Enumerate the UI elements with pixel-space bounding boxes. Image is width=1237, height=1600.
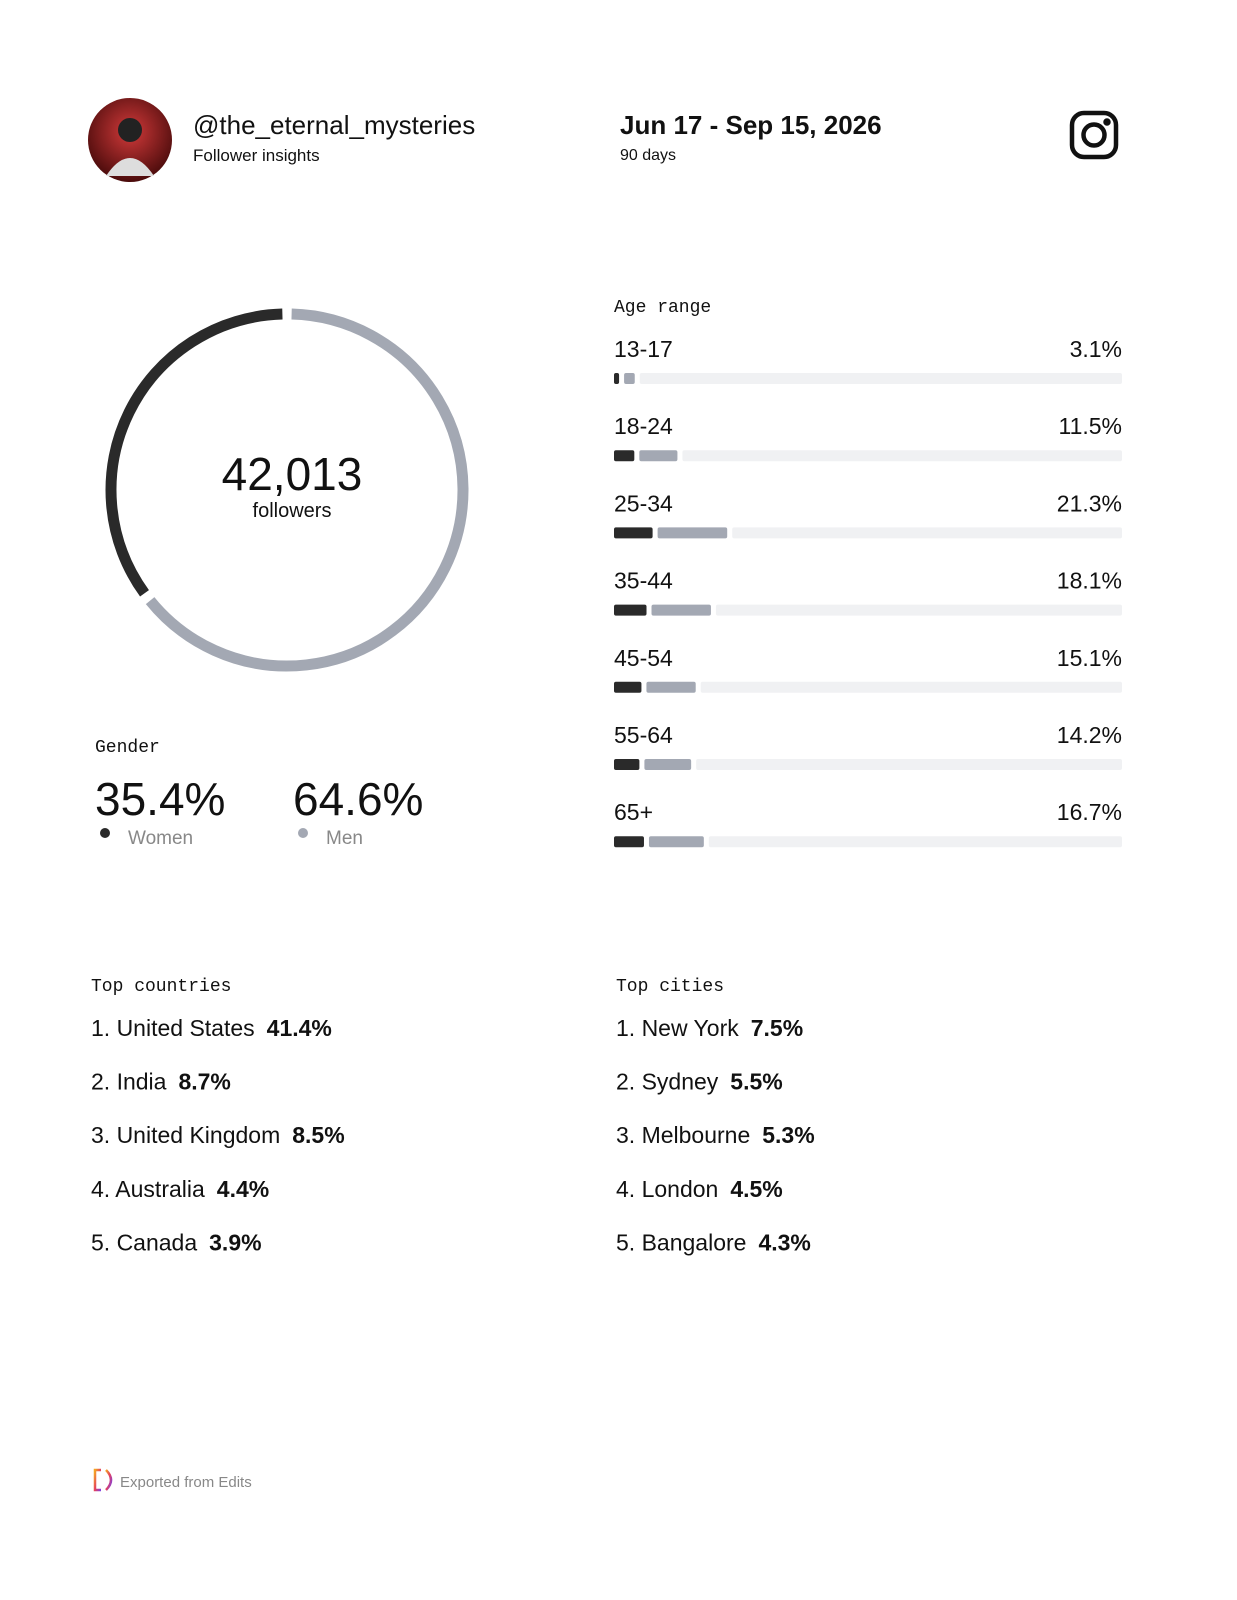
age-label: 25-34: [614, 490, 673, 516]
age-bar-segment: [657, 527, 728, 539]
age-bar-segment: [646, 681, 696, 693]
list-label: 3. Melbourne: [616, 1122, 750, 1148]
list-share: 41.4%: [267, 1015, 332, 1041]
age-value: 11.5%: [1058, 413, 1122, 439]
list-label: 4. London: [616, 1176, 718, 1202]
age-bar-segment: [614, 450, 635, 462]
donut-segment: [145, 308, 469, 672]
age-value: 15.1%: [1057, 645, 1122, 671]
list-label: 1. United States: [91, 1015, 255, 1041]
gender-value: 64.6%: [293, 773, 423, 825]
list-row: 1. United States 41.4%: [91, 1015, 332, 1041]
list-share: 5.3%: [762, 1122, 814, 1148]
age-bar-segment: [624, 373, 635, 384]
age-label: 65+: [614, 799, 653, 825]
follower-label: followers: [253, 500, 332, 522]
age-value: 14.2%: [1057, 722, 1122, 748]
age-value: 18.1%: [1057, 568, 1122, 594]
age-value: 21.3%: [1057, 490, 1122, 516]
age-bar-segment: [614, 759, 640, 770]
age-bar-segment: [614, 681, 642, 693]
age-bar-track: [732, 527, 1122, 539]
edits-logo: [93, 1468, 113, 1492]
list-row: 3. United Kingdom 8.5%: [91, 1122, 345, 1148]
list-label: 3. United Kingdom: [91, 1122, 280, 1148]
list-share: 8.7%: [178, 1069, 230, 1095]
gender-title: Gender: [95, 738, 160, 758]
age-value: 3.1%: [1070, 336, 1122, 362]
age-bar-track: [700, 681, 1122, 693]
age-label: 45-54: [614, 645, 673, 671]
date-range: Jun 17 - Sep 15, 2026: [620, 110, 882, 140]
subtitle: Follower insights: [193, 146, 320, 165]
age-label: 13-17: [614, 336, 673, 362]
countries-title: Top countries: [91, 977, 231, 997]
list-row: 2. Sydney 5.5%: [616, 1069, 783, 1095]
age-bar-segment: [644, 759, 692, 770]
cities-title: Top cities: [616, 977, 724, 997]
list-share: 3.9%: [209, 1229, 261, 1255]
period: 90 days: [620, 147, 676, 164]
age-bar-track: [639, 373, 1122, 384]
list-share: 5.5%: [730, 1069, 782, 1095]
list-label: 1. New York: [616, 1015, 739, 1041]
age-bar-segment: [614, 527, 653, 539]
list-share: 8.5%: [292, 1122, 344, 1148]
list-share: 4.4%: [217, 1176, 269, 1202]
list-row: 1. New York 7.5%: [616, 1015, 803, 1041]
list-label: 2. India: [91, 1069, 167, 1095]
handle: @the_eternal_mysteries: [193, 110, 475, 140]
age-label: 55-64: [614, 722, 673, 748]
avatar[interactable]: [88, 98, 172, 182]
age-bar-segment: [614, 836, 644, 848]
follower-count: 42,013: [222, 448, 363, 500]
age-label: 35-44: [614, 568, 673, 594]
age-bar-segment: [651, 604, 711, 616]
age-bar-track: [708, 836, 1122, 848]
list-row: 2. India 8.7%: [91, 1069, 231, 1095]
list-share: 4.3%: [758, 1229, 810, 1255]
age-bar-segment: [639, 450, 678, 462]
age-bar-track: [682, 450, 1122, 462]
age-label: 18-24: [614, 413, 673, 439]
list-row: 4. London 4.5%: [616, 1176, 783, 1202]
list-row: 3. Melbourne 5.3%: [616, 1122, 815, 1148]
gender-value: 35.4%: [95, 773, 225, 825]
list-label: 5. Canada: [91, 1229, 197, 1255]
list-label: 4. Australia: [91, 1176, 205, 1202]
list-share: 7.5%: [751, 1015, 803, 1041]
age-bar-segment: [614, 604, 647, 616]
footer: Exported from Edits: [120, 1474, 252, 1491]
age-title: Age range: [614, 298, 711, 318]
list-row: 5. Bangalore 4.3%: [616, 1229, 811, 1255]
list-share: 4.5%: [730, 1176, 782, 1202]
age-bar-segment: [614, 373, 620, 384]
list-row: 4. Australia 4.4%: [91, 1176, 269, 1202]
legend-dot: [100, 828, 110, 838]
list-label: 5. Bangalore: [616, 1229, 746, 1255]
list-row: 5. Canada 3.9%: [91, 1229, 262, 1255]
list-label: 2. Sydney: [616, 1069, 719, 1095]
age-bar-track: [696, 759, 1122, 770]
age-value: 16.7%: [1057, 799, 1122, 825]
donut-segment: [105, 308, 283, 597]
legend-label: Women: [128, 828, 193, 849]
instagram-icon[interactable]: [1069, 110, 1119, 160]
age-bar-track: [715, 604, 1122, 616]
age-bar-segment: [648, 836, 704, 848]
legend-label: Men: [326, 828, 363, 849]
legend-dot: [298, 828, 308, 838]
